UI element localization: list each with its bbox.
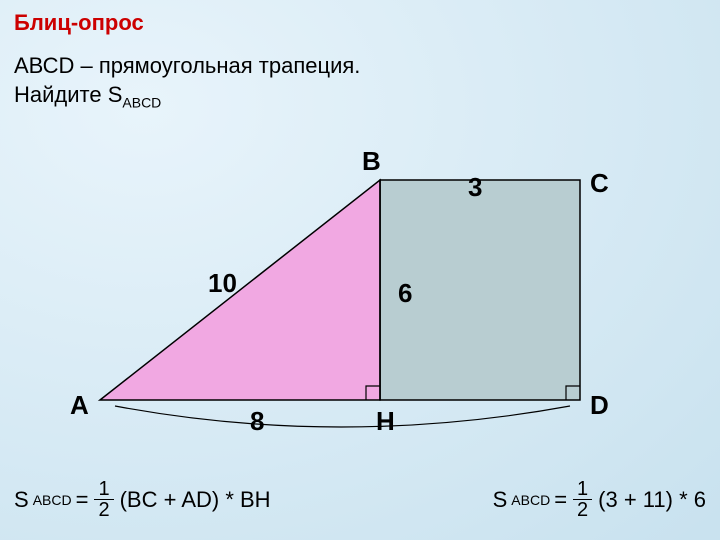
vertex-label-b: B — [362, 146, 381, 177]
vertex-b-text: B — [362, 146, 381, 176]
formula-right-rest: (3 + 11) * 6 — [598, 487, 706, 513]
measure-bc-text: 3 — [468, 172, 482, 202]
vertex-d-text: D — [590, 390, 609, 420]
frac-right-den: 2 — [573, 500, 592, 520]
vertex-label-a: A — [70, 390, 89, 421]
frac-left-num: 1 — [94, 479, 113, 500]
formula-right: SABCD = 1 2 (3 + 11) * 6 — [493, 479, 706, 520]
vertex-label-d: D — [590, 390, 609, 421]
formula-right-sub: ABCD — [511, 492, 550, 508]
problem-line1: АВСD – прямоугольная трапеция. — [14, 52, 360, 81]
formula-right-s: S — [493, 487, 508, 513]
measure-ab-text: 10 — [208, 268, 237, 298]
measure-bh-text: 6 — [398, 278, 412, 308]
trapezoid-diagram: A B C D H 3 10 6 8 — [60, 150, 640, 430]
vertex-a-text: A — [70, 390, 89, 420]
problem-line2-sub: ABCD — [122, 94, 161, 110]
fraction-icon: 1 2 — [573, 479, 592, 520]
measure-bh: 6 — [398, 278, 412, 309]
problem-statement: АВСD – прямоугольная трапеция. Найдите S… — [14, 52, 360, 111]
formula-right-eq: = — [554, 487, 567, 513]
quiz-title: Блиц-опрос — [14, 10, 144, 36]
quiz-title-text: Блиц-опрос — [14, 10, 144, 35]
measure-ab: 10 — [208, 268, 237, 299]
frac-right-num: 1 — [573, 479, 592, 500]
problem-line2-prefix: Найдите S — [14, 82, 122, 107]
formula-left-eq: = — [76, 487, 89, 513]
formula-left: SABCD = 1 2 (BC + AD) * BH — [14, 479, 271, 520]
vertex-label-c: C — [590, 168, 609, 199]
formula-left-rest: (BC + AD) * BH — [120, 487, 271, 513]
problem-line2: Найдите SABCD — [14, 81, 360, 112]
diagram-svg — [60, 150, 640, 450]
vertex-h-text: H — [376, 406, 395, 436]
measure-ah-text: 8 — [250, 406, 264, 436]
formula-left-s: S — [14, 487, 29, 513]
frac-left-den: 2 — [94, 500, 113, 520]
measure-bc: 3 — [468, 172, 482, 203]
formula-left-sub: ABCD — [33, 492, 72, 508]
vertex-label-h: H — [376, 406, 395, 437]
vertex-c-text: C — [590, 168, 609, 198]
fraction-icon: 1 2 — [94, 479, 113, 520]
measure-ah: 8 — [250, 406, 264, 437]
formula-row: SABCD = 1 2 (BC + AD) * BH SABCD = 1 2 (… — [14, 479, 706, 520]
